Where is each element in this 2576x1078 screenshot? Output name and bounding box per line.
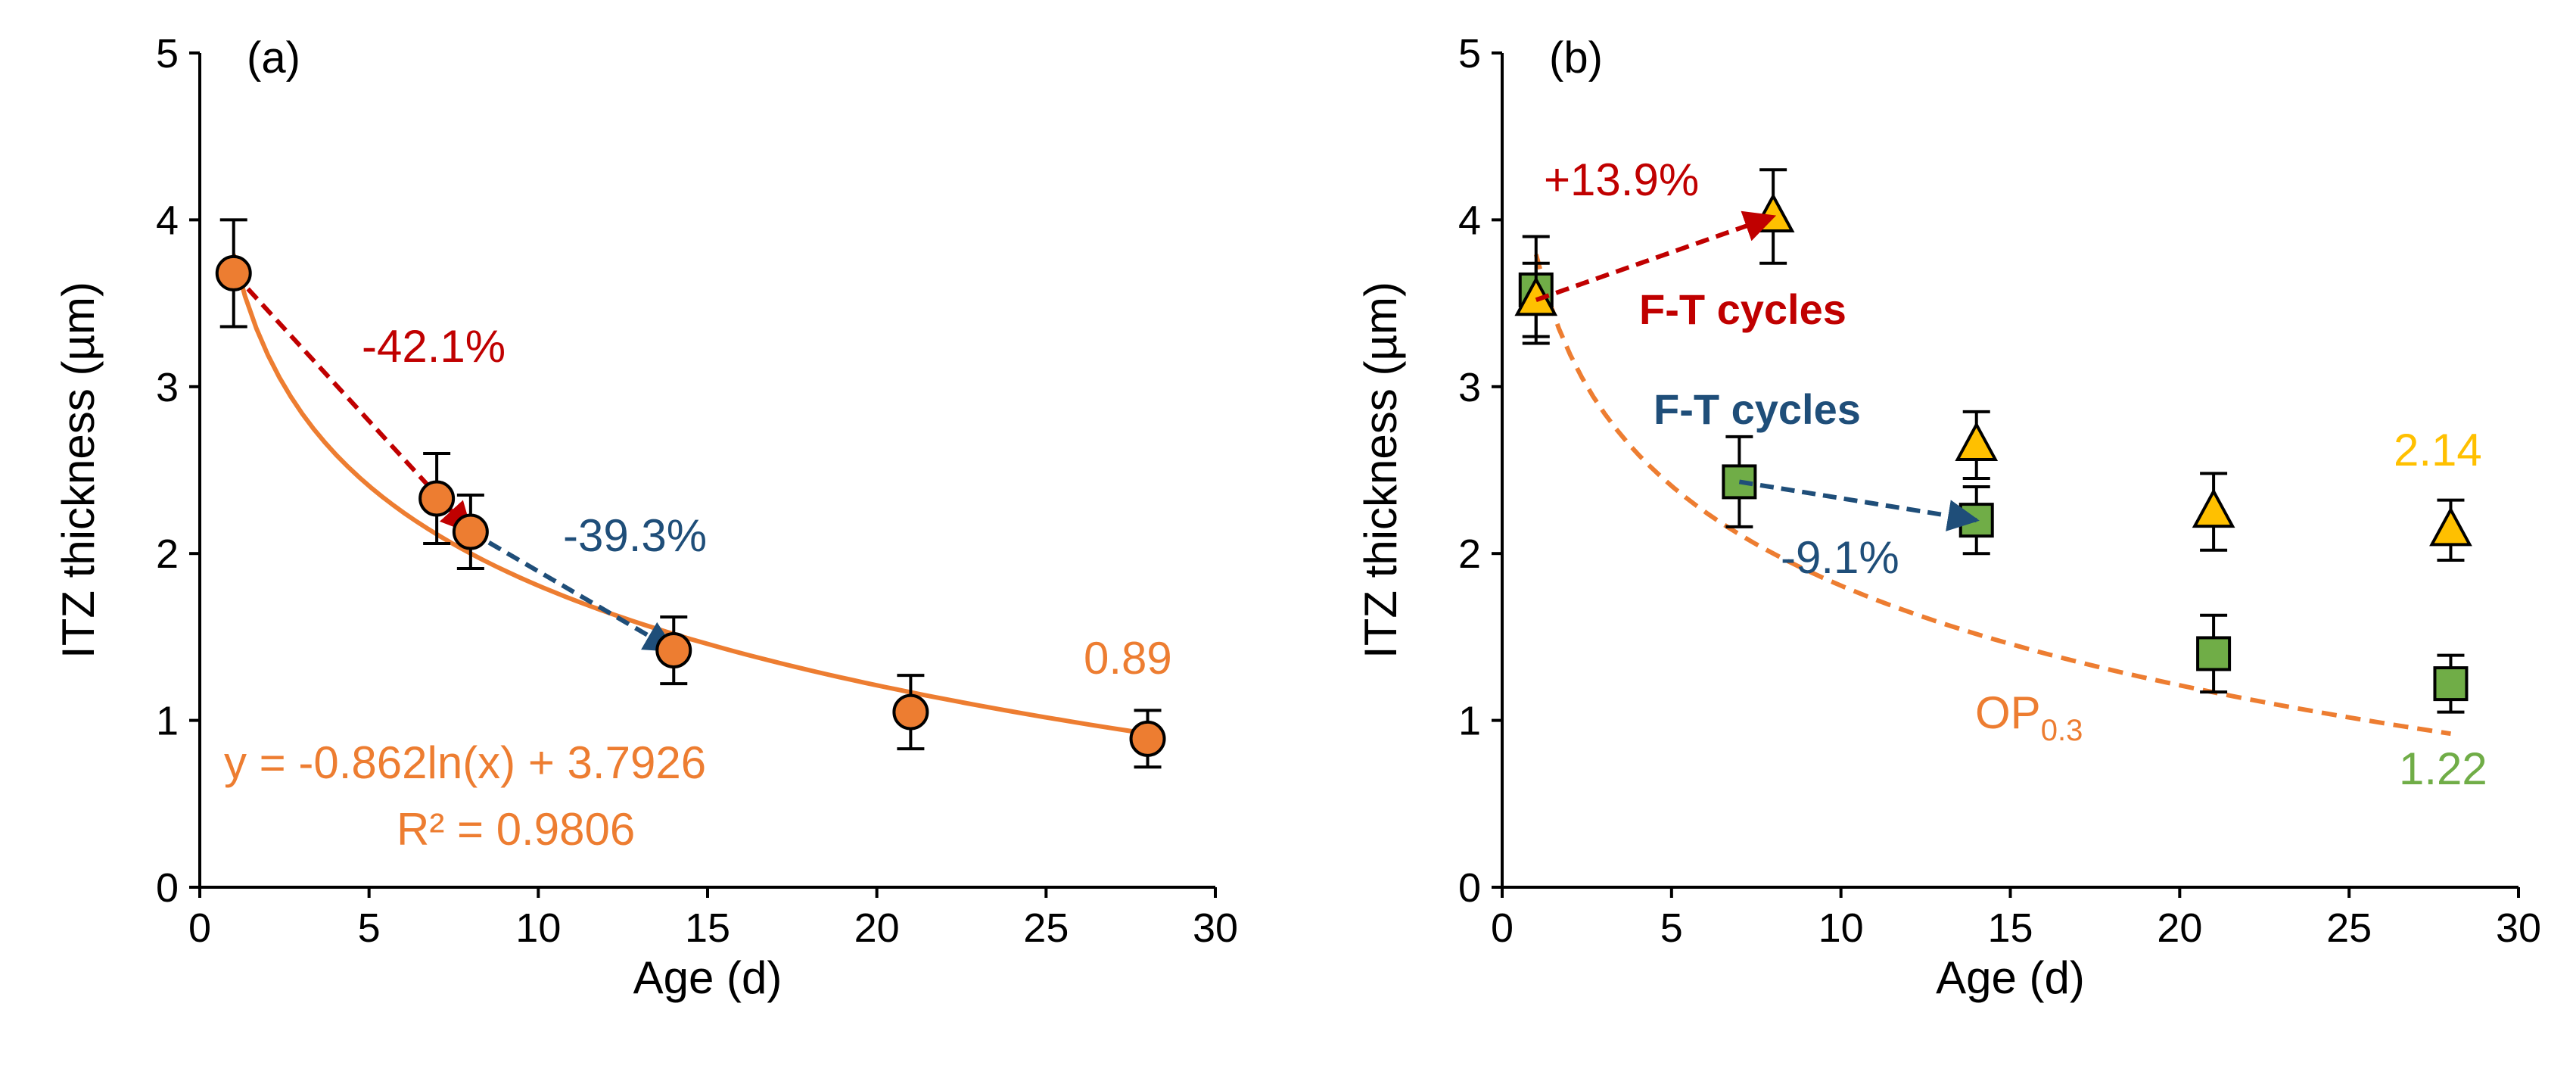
data-point-triangle	[1751, 192, 1795, 232]
data-point-square	[2433, 666, 2469, 702]
arrow-label-red: +13.9%	[1544, 154, 1699, 205]
x-tick-label: 30	[2496, 905, 2541, 951]
panel-label: (a)	[247, 33, 300, 83]
y-tick-label: 0	[1458, 865, 1481, 911]
arrow-label-red: -42.1%	[362, 321, 506, 372]
x-tick-label: 10	[515, 905, 561, 951]
data-point-circle	[1129, 720, 1166, 757]
log-trendline	[231, 254, 1148, 737]
x-tick-label: 20	[2157, 905, 2202, 951]
arrow-label-blue: -9.1%	[1781, 532, 1899, 583]
y-tick-label: 5	[156, 31, 179, 76]
data-point-triangle	[2429, 506, 2472, 547]
x-tick-label: 30	[1193, 905, 1238, 951]
data-point-triangle	[1955, 421, 1999, 461]
y-axis-title: ITZ thickness (µm)	[53, 282, 104, 659]
y-tick-label: 4	[156, 198, 179, 243]
end-value-label-gold: 2.14	[2394, 425, 2482, 475]
x-tick-label: 10	[1818, 905, 1864, 951]
x-tick-label: 15	[685, 905, 730, 951]
x-tick-label: 0	[1491, 905, 1514, 951]
data-point-circle	[418, 480, 456, 517]
arrow-label-blue: -39.3%	[563, 510, 707, 561]
x-axis-title: Age (d)	[633, 952, 782, 1003]
ft-cycles-label-blue: F-T cycles	[1654, 385, 1861, 433]
panel-b: 0 5 10 15 20 25 30 0 1 2 3 4 5 Age (d) ITZ thickness (…	[1355, 31, 2541, 1003]
panel-label: (b)	[1549, 33, 1603, 83]
reference-curve-label: OP0.3	[1975, 687, 2083, 747]
x-tick-label: 25	[2326, 905, 2372, 951]
y-tick-label: 3	[156, 365, 179, 410]
trendline-equation: y = -0.862ln(x) + 3.7926	[224, 737, 706, 788]
x-tick-label: 0	[188, 905, 211, 951]
arrow-blue	[1738, 479, 1980, 531]
x-tick-label: 25	[1023, 905, 1069, 951]
x-tick-label: 15	[1987, 905, 2033, 951]
x-axis-title: Age (d)	[1936, 952, 2085, 1003]
y-tick-label: 5	[1458, 31, 1481, 76]
data-point-triangle	[2192, 488, 2235, 528]
y-tick-label: 0	[156, 865, 179, 911]
x-tick-label: 5	[1660, 905, 1683, 951]
reference-curve-op03	[1533, 254, 2451, 737]
ft-cycles-label-red: F-T cycles	[1639, 285, 1846, 333]
y-axis-title: ITZ thickness (µm)	[1355, 282, 1406, 659]
data-point-circle	[655, 632, 692, 669]
y-tick-label: 3	[1458, 365, 1481, 410]
reference-curve-subscript: 0.3	[2041, 714, 2083, 747]
data-point-circle	[215, 254, 252, 291]
panel-a: 0 5 10 15 20 25 30 0 1 2 3 4 5 Age (d) ITZ thickness (…	[53, 31, 1238, 1003]
trendline-r-squared: R² = 0.9806	[397, 804, 635, 855]
end-value-label-green: 1.22	[2399, 743, 2487, 794]
data-point-circle	[892, 693, 929, 731]
y-tick-label: 2	[1458, 531, 1481, 577]
y-tick-label: 2	[156, 531, 179, 577]
x-tick-label: 5	[358, 905, 381, 951]
data-point-square	[2196, 636, 2232, 671]
arrow-red	[232, 271, 473, 534]
reference-curve-name: OP	[1975, 687, 2041, 738]
y-tick-label: 1	[156, 699, 179, 744]
data-point-circle	[452, 513, 489, 550]
y-tick-label: 4	[1458, 198, 1481, 243]
y-tick-label: 1	[1458, 699, 1481, 744]
end-value-label: 0.89	[1084, 633, 1172, 684]
x-tick-label: 20	[854, 905, 900, 951]
arrow-blue	[469, 529, 677, 653]
